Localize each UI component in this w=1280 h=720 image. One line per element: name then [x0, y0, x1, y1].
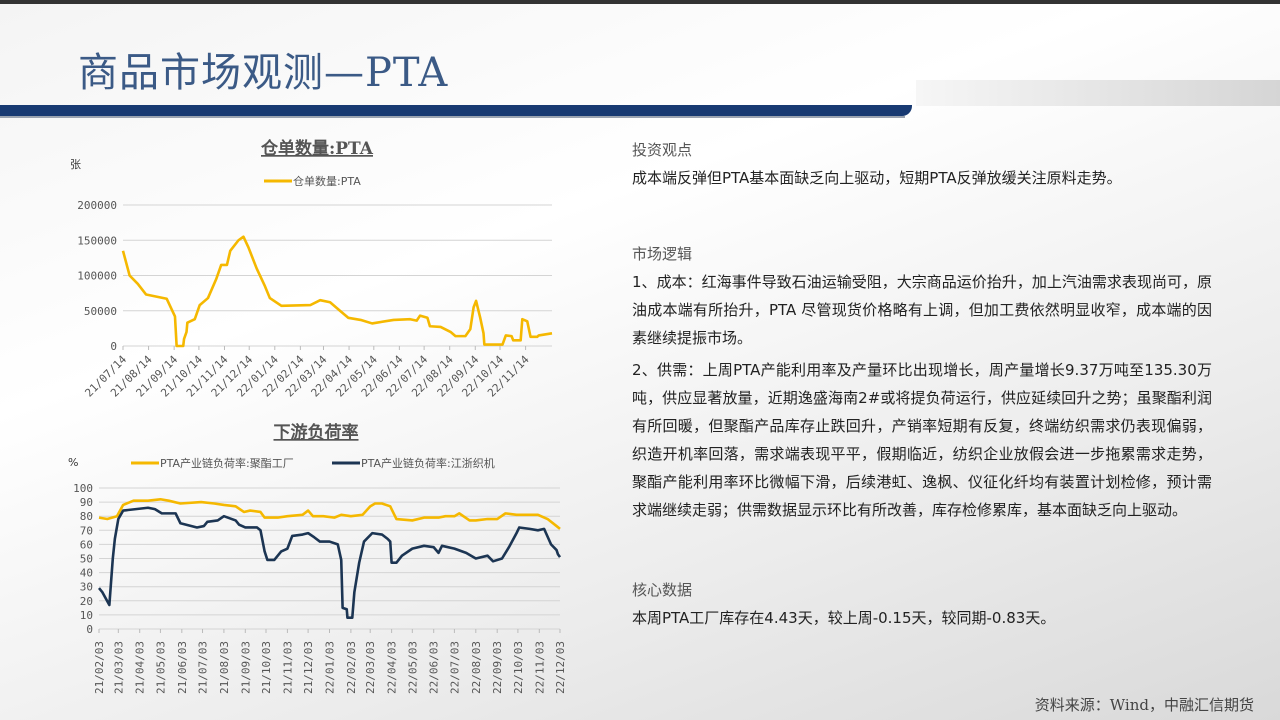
core-heading: 核心数据	[632, 581, 693, 599]
page-title: 商品市场观测—PTA	[78, 50, 449, 96]
y-axis-unit: 张	[70, 158, 81, 171]
data-source: 资料来源：Wind，中融汇信期货	[1034, 696, 1254, 714]
x-tick-label: 22/08/03	[470, 641, 483, 694]
y-tick-label: 90	[80, 496, 93, 509]
chart-title: 下游负荷率	[274, 422, 359, 443]
x-tick-label: 22/10/03	[512, 641, 525, 694]
x-tick-label: 22/09/03	[491, 641, 504, 694]
x-tick-label: 22/06/03	[428, 641, 441, 694]
x-tick-label: 21/06/03	[176, 641, 189, 694]
x-tick-label: 21/07/03	[197, 641, 210, 694]
y-tick-label: 60	[80, 538, 93, 551]
y-tick-label: 100	[73, 482, 93, 495]
x-tick-label: 22/05/03	[406, 641, 419, 694]
x-tick-label: 21/05/03	[154, 641, 167, 694]
y-tick-label: 30	[80, 581, 93, 594]
legend-label-1: 仓单数量:PTA	[293, 174, 361, 188]
y-tick-label: 50000	[84, 305, 117, 318]
x-tick-label: 22/07/03	[448, 641, 461, 694]
warehouse-receipt-chart: 仓单数量:PTA张05000010000015000020000021/07/1…	[70, 138, 553, 400]
x-tick-label: 22/11/03	[533, 641, 546, 694]
x-tick-label: 22/12/03	[554, 641, 567, 694]
x-tick-label: 22/02/03	[345, 641, 358, 694]
logic-supply-demand-paragraph: 2、供需：上周PTA产能利用率及产量环比出现增长，周产量增长9.37万吨至135…	[632, 361, 1212, 519]
spacer	[632, 192, 1212, 240]
y-tick-label: 150000	[77, 234, 117, 247]
y-tick-label: 0	[86, 623, 93, 636]
x-tick-label: 22/03/03	[364, 641, 377, 694]
x-tick-label: 21/02/03	[93, 641, 106, 694]
series-line-1	[121, 235, 553, 348]
top-border	[0, 0, 1280, 4]
y-tick-label: 0	[110, 340, 117, 353]
x-tick-label: 21/10/03	[260, 641, 273, 694]
analysis-column: 投资观点 成本端反弹但PTA基本面缺乏向上驱动，短期PTA反弹放缓关注原料走势。…	[632, 136, 1254, 716]
y-tick-label: 100000	[77, 270, 117, 283]
x-tick-label: 21/12/03	[302, 641, 315, 694]
title-underline-bar	[0, 105, 912, 116]
x-tick-label: 22/04/03	[386, 641, 399, 694]
x-tick-label: 21/04/03	[134, 641, 147, 694]
x-tick-label: 21/03/03	[112, 641, 125, 694]
y-tick-label: 200000	[77, 199, 117, 212]
y-tick-label: 70	[80, 524, 93, 537]
spacer	[632, 528, 1212, 576]
y-axis-unit: %	[68, 456, 78, 469]
y-tick-label: 50	[80, 553, 93, 566]
x-tick-label: 21/11/03	[281, 641, 294, 694]
series-line-2	[97, 506, 562, 620]
legend-label-1: PTA产业链负荷率:聚酯工厂	[160, 456, 294, 470]
y-tick-label: 10	[80, 609, 93, 622]
series-line-1	[98, 497, 561, 530]
x-tick-label: 22/01/03	[324, 641, 337, 694]
view-text: 成本端反弹但PTA基本面缺乏向上驱动，短期PTA反弹放缓关注原料走势。	[632, 169, 1122, 187]
y-tick-label: 20	[80, 595, 93, 608]
legend-label-2: PTA产业链负荷率:江浙织机	[361, 456, 495, 470]
x-tick-label: 21/08/03	[218, 641, 231, 694]
logic-cost-paragraph: 1、成本：红海事件导致石油运输受阻，大宗商品运价抬升，加上汽油需求表现尚可，原油…	[632, 273, 1212, 347]
y-tick-label: 80	[80, 510, 93, 523]
core-text: 本周PTA工厂库存在4.43天，较上周-0.15天，较同期-0.83天。	[632, 609, 1056, 627]
chart-title: 仓单数量:PTA	[260, 138, 374, 159]
view-heading: 投资观点	[632, 141, 693, 159]
y-tick-label: 40	[80, 567, 93, 580]
x-tick-label: 21/09/03	[239, 641, 252, 694]
logic-heading: 市场逻辑	[632, 245, 693, 263]
header-decoration	[916, 80, 1280, 106]
title-underline-shadow	[0, 116, 905, 118]
